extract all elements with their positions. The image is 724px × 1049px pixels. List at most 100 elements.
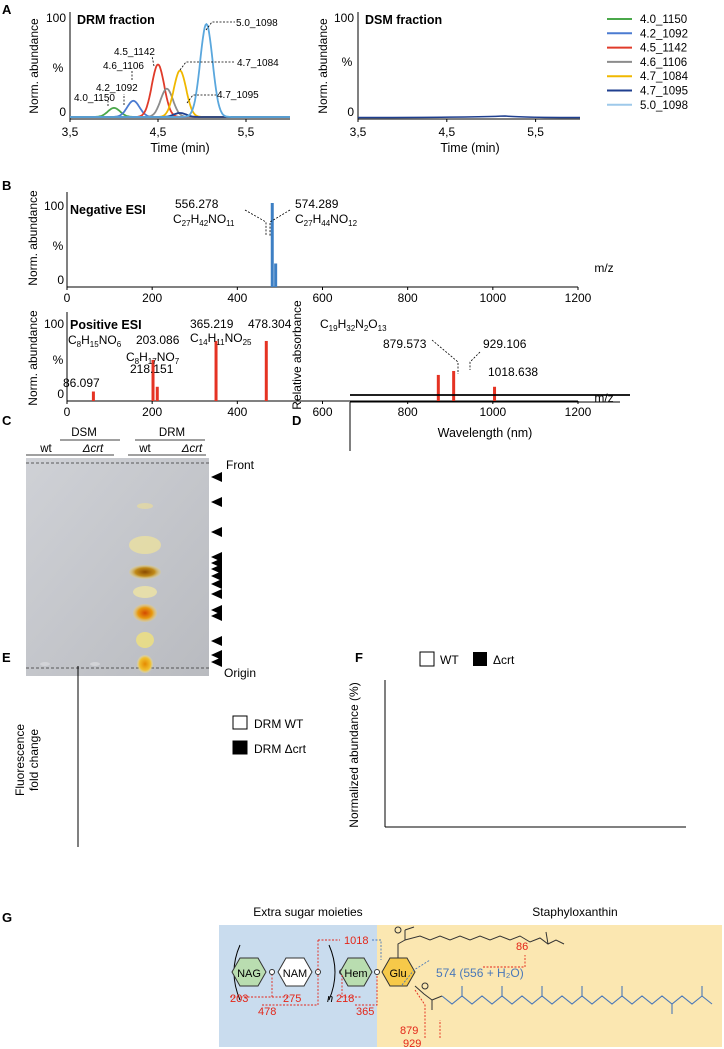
- tlc-band-arrow: [211, 579, 222, 589]
- drm-xticks: 3,5 4,5 5,5: [62, 119, 255, 139]
- tlc-lane-crt-drm: Δcrt: [181, 443, 203, 455]
- pos-ytick-100: 100: [44, 317, 64, 331]
- tlc-band-upper: [129, 565, 161, 579]
- g-hex-nag: [231, 957, 267, 987]
- g-stx-region: [377, 925, 722, 1047]
- g-frag-929: 929: [403, 1038, 421, 1049]
- tlc-header-dsm: DSM: [71, 427, 97, 439]
- g-hex-nag-label: NAG: [237, 968, 261, 980]
- g-hex-glu-label: Glu: [389, 968, 406, 980]
- tlc-spot-dsm-wt: [40, 662, 50, 666]
- dsm-ylabel-unit: %: [342, 55, 353, 69]
- tlc-band-arrow: [211, 527, 222, 537]
- panel-d: Relative absorbance Wavelength (nm): [290, 300, 630, 451]
- mz-tick-label: 600: [312, 291, 332, 305]
- dsm-title: DSM fraction: [365, 13, 442, 27]
- neg-label-556: 556.278: [175, 197, 219, 211]
- g-stx-ester-o: [394, 926, 402, 934]
- ann-4-5-1142: 4.5_1142: [114, 47, 155, 58]
- neg-xlabel: m/z: [594, 261, 613, 275]
- tlc-band-halo: [129, 536, 161, 554]
- tlc-band-arrow: [211, 650, 222, 660]
- panel-letter-b: B: [2, 178, 11, 193]
- tlc-band-main: [133, 604, 157, 622]
- neg-ytick-0: 0: [57, 273, 64, 287]
- panel-a-legend: 4.0_1150 4.2_1092 4.5_1142 4.6_1106 4.7_1084…: [607, 14, 689, 112]
- legend-label-5.0_1098: 5.0_1098: [640, 100, 688, 112]
- panel-letter-f: F: [355, 650, 363, 665]
- ann-4-7-1084: 4.7_1084: [237, 58, 279, 69]
- mz-tick-label: 1000: [479, 405, 506, 419]
- tlc-arrows: [211, 472, 222, 667]
- legend-label-4.6_1106: 4.6_1106: [640, 57, 687, 69]
- drm-annotation-leaders: [107, 21, 235, 106]
- drm-ytick-0: 0: [59, 105, 66, 119]
- g-frag-478: 478: [258, 1006, 276, 1018]
- tlc-band-faint: [137, 503, 153, 509]
- neg-ylabel-unit: %: [53, 239, 64, 253]
- peak-872: [436, 374, 440, 401]
- e-ylabel-1: Fluorescence: [13, 724, 27, 796]
- drm-chart: DRM fraction 100 0 % Norm. abundance Tim…: [27, 11, 290, 155]
- panel-f: Normalized abundance (%) WT Δcrt: [347, 651, 686, 828]
- dsm-ylabel: Norm. abundance: [316, 18, 330, 114]
- x-tick-label: 4,5: [150, 125, 167, 139]
- drm-ylabel: Norm. abundance: [27, 18, 41, 114]
- pos-peaks: [91, 340, 497, 401]
- g-frag-365: 365: [356, 1006, 374, 1018]
- ann-5-0-1098: 5.0_1098: [236, 18, 278, 29]
- mz-tick-label: 200: [142, 291, 162, 305]
- mz-tick-label: 400: [227, 291, 247, 305]
- ann-4-7-1095: 4.7_1095: [217, 90, 259, 101]
- mz-tick-label: 200: [142, 405, 162, 419]
- ann-4-2-1092: 4.2_1092: [96, 83, 138, 94]
- neg-peaks: [270, 203, 278, 287]
- peak-482: [270, 203, 274, 287]
- tlc-header-drm: DRM: [159, 427, 185, 439]
- dsm-xlabel: Time (min): [440, 141, 499, 155]
- dsm-ytick-0: 0: [347, 105, 354, 119]
- tlc-band-arrow: [211, 636, 222, 646]
- panel-letter-g: G: [2, 910, 12, 925]
- neg-xticks: 0 200 400 600 800 1000 1200: [64, 287, 592, 305]
- ann-4-0-1150: 4.0_1150: [74, 93, 115, 104]
- g-title-stx: Staphyloxanthin: [532, 905, 617, 919]
- tlc-lane-wt-drm: wt: [138, 443, 151, 455]
- mz-tick-label: 400: [227, 405, 247, 419]
- tlc-drm-wt-lane-bands: [129, 503, 161, 673]
- neg-ytick-100: 100: [44, 199, 64, 213]
- g-hex-nam-label: NAM: [283, 968, 307, 980]
- mz-tick-label: 800: [398, 405, 418, 419]
- pos-label-1018: 1018.638: [488, 365, 538, 379]
- e-legend-label-crt: DRM Δcrt: [254, 742, 307, 756]
- e-legend-swatch-crt: [232, 740, 248, 755]
- neg-formula-556: C27H42NO11: [173, 212, 235, 228]
- pos-label-478: 478.304: [248, 317, 292, 331]
- peak-490: [274, 263, 278, 287]
- g-hex-hem-label: Hem: [344, 968, 367, 980]
- g-frag-275: 275: [283, 993, 301, 1005]
- dsm-ytick-100: 100: [334, 11, 354, 25]
- g-bond-1: [269, 969, 275, 975]
- panel-a: DRM fraction 100 0 % Norm. abundance Tim…: [27, 11, 689, 155]
- dsm-flat-trace: [357, 115, 581, 119]
- tlc-band-arrow: [211, 497, 222, 507]
- pos-label-218: 218.151: [130, 362, 174, 376]
- legend-label-4.5_1142: 4.5_1142: [640, 43, 687, 55]
- g-stx-ester-o2: [421, 982, 429, 990]
- e-legend-swatch-wt: [232, 715, 248, 730]
- pos-label-879: 879.573: [383, 337, 427, 351]
- mz-tick-label: 0: [64, 291, 71, 305]
- pos-label-929: 929.106: [483, 337, 527, 351]
- pos-title: Positive ESI: [70, 318, 142, 332]
- pos-label-203: 203.086: [136, 333, 180, 347]
- tlc-lane-crt-dsm: Δcrt: [82, 443, 104, 455]
- mz-tick-label: 1200: [565, 291, 592, 305]
- f-legend-label-crt: Δcrt: [493, 653, 515, 667]
- pos-label-365: 365.219: [190, 317, 234, 331]
- tlc-band-mid-faint: [133, 586, 157, 598]
- pos-ytick-0: 0: [57, 387, 64, 401]
- mz-tick-label: 800: [398, 291, 418, 305]
- dsm-xticks: 3,5 4,5 5,5: [350, 119, 544, 139]
